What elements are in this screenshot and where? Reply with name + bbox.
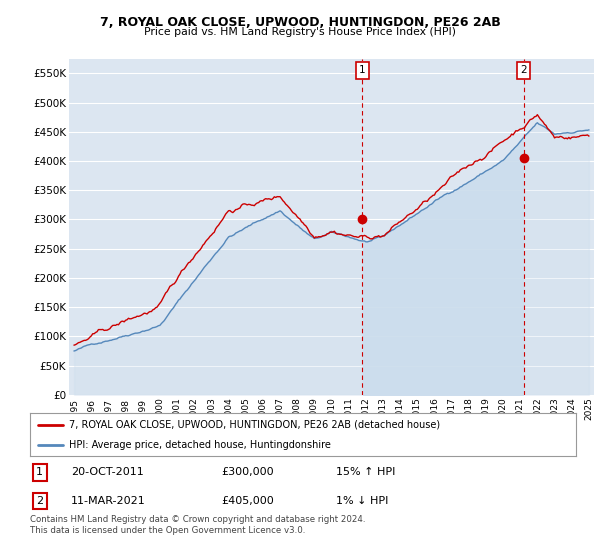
Text: 7, ROYAL OAK CLOSE, UPWOOD, HUNTINGDON, PE26 2AB: 7, ROYAL OAK CLOSE, UPWOOD, HUNTINGDON, … bbox=[100, 16, 500, 29]
Text: HPI: Average price, detached house, Huntingdonshire: HPI: Average price, detached house, Hunt… bbox=[70, 440, 331, 450]
Text: £405,000: £405,000 bbox=[221, 496, 274, 506]
Text: Price paid vs. HM Land Registry's House Price Index (HPI): Price paid vs. HM Land Registry's House … bbox=[144, 27, 456, 37]
Text: 20-OCT-2011: 20-OCT-2011 bbox=[71, 467, 144, 477]
Text: £300,000: £300,000 bbox=[221, 467, 274, 477]
Text: 2: 2 bbox=[36, 496, 43, 506]
Text: 2: 2 bbox=[520, 66, 527, 76]
Text: 11-MAR-2021: 11-MAR-2021 bbox=[71, 496, 146, 506]
Text: 1: 1 bbox=[37, 467, 43, 477]
Text: 1% ↓ HPI: 1% ↓ HPI bbox=[336, 496, 388, 506]
Text: Contains HM Land Registry data © Crown copyright and database right 2024.
This d: Contains HM Land Registry data © Crown c… bbox=[30, 515, 365, 535]
Text: 7, ROYAL OAK CLOSE, UPWOOD, HUNTINGDON, PE26 2AB (detached house): 7, ROYAL OAK CLOSE, UPWOOD, HUNTINGDON, … bbox=[70, 420, 440, 430]
Text: 1: 1 bbox=[359, 66, 365, 76]
Text: 15% ↑ HPI: 15% ↑ HPI bbox=[336, 467, 395, 477]
